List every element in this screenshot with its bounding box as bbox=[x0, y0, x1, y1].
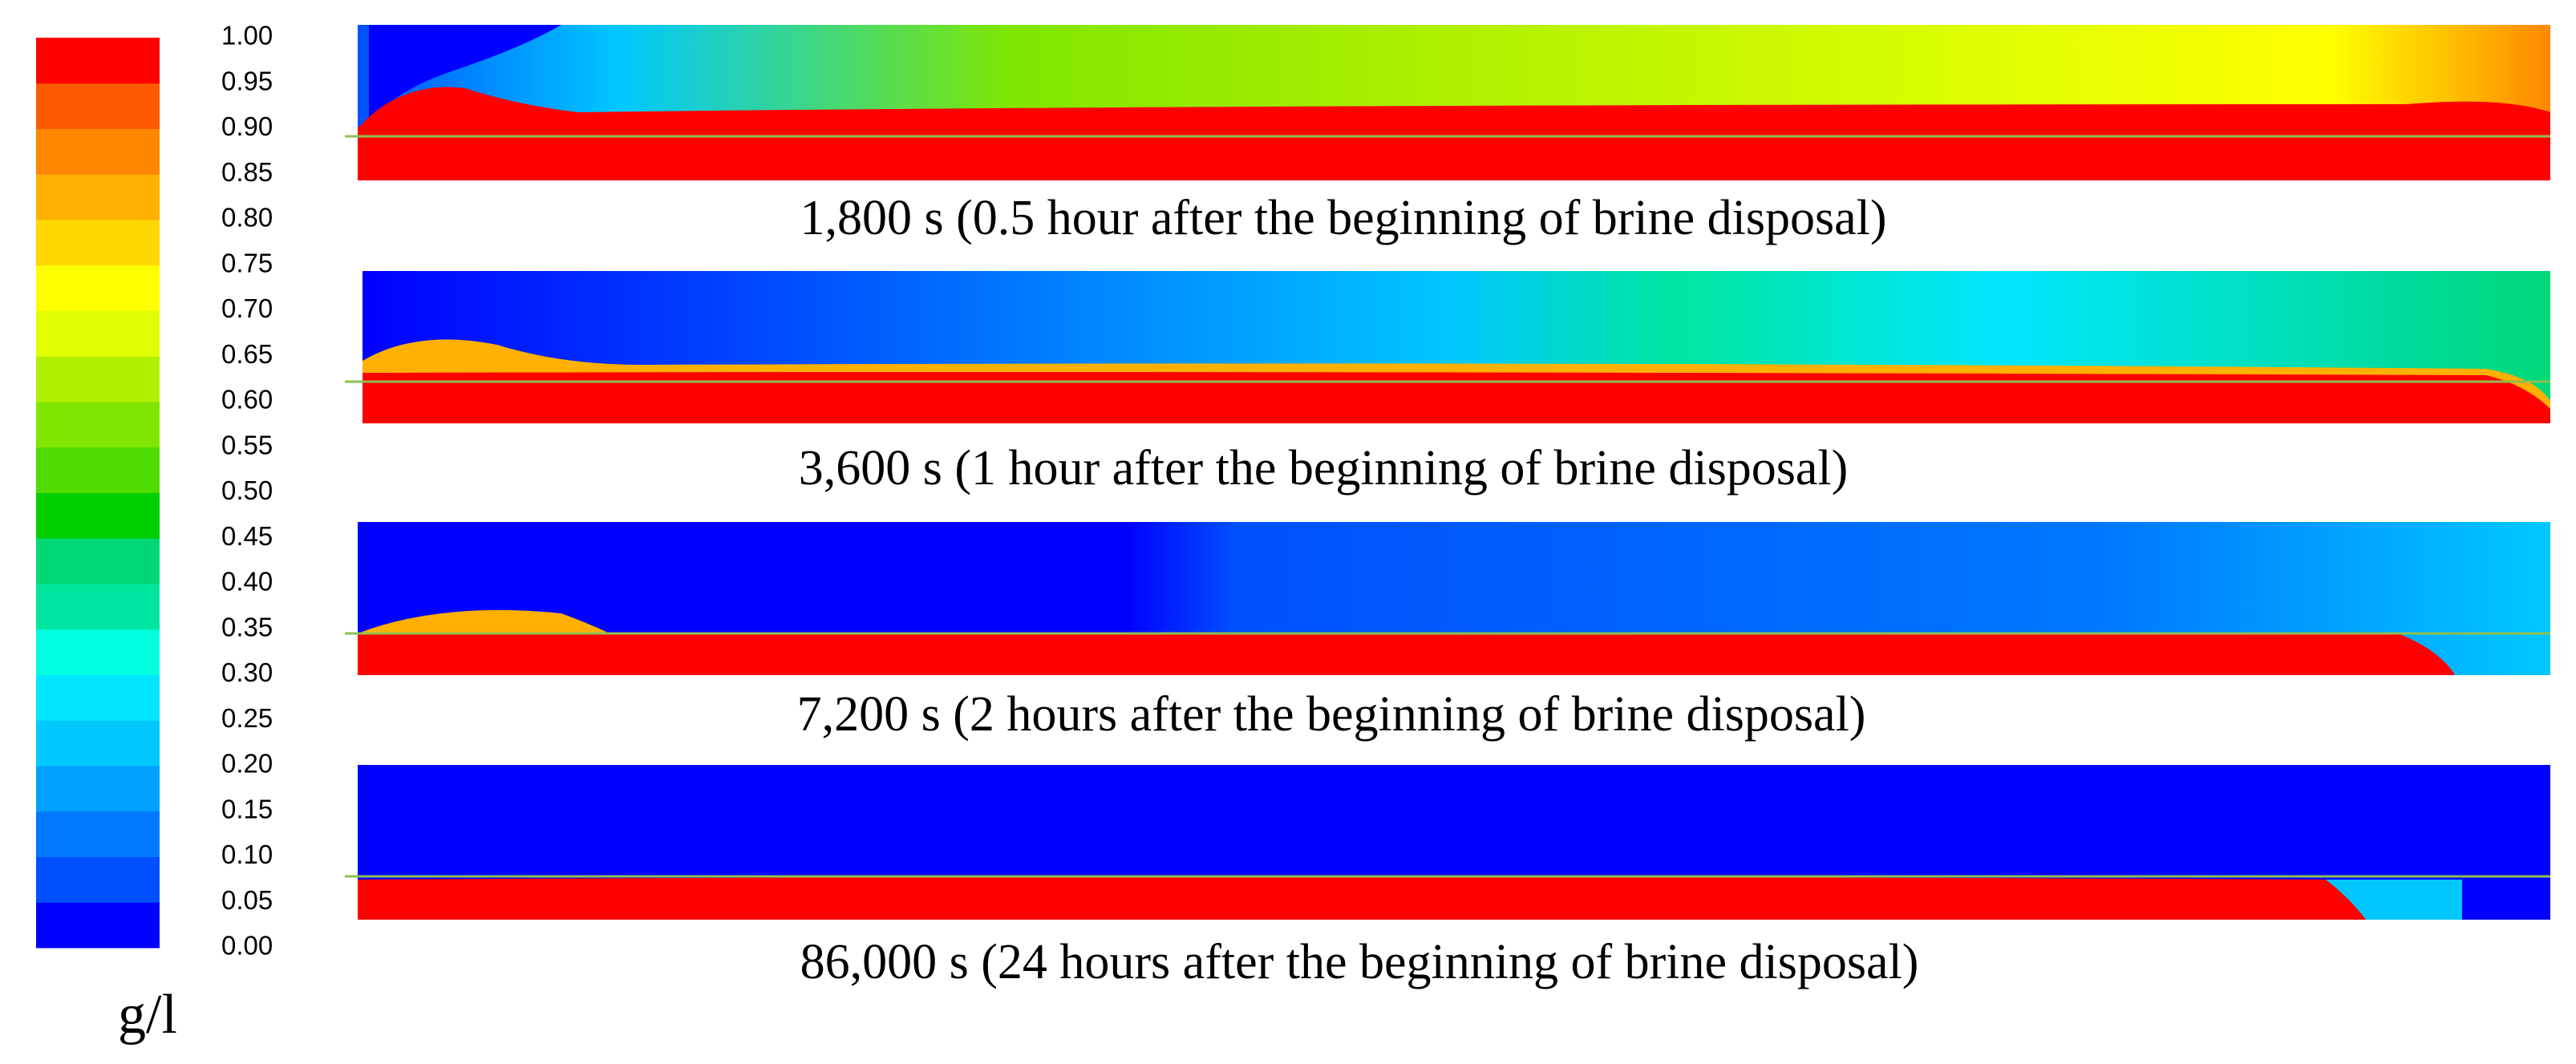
contour-region bbox=[358, 876, 2366, 920]
colorbar-band bbox=[36, 356, 160, 403]
colorbar: 0.00 0.05 0.10 0.15 0.20 0.25 0.30 0.35 0.40 0.45… bbox=[36, 21, 273, 961]
colorbar-tick-label: 0.00 bbox=[221, 931, 273, 961]
colorbar-band bbox=[36, 83, 160, 129]
contour-region bbox=[358, 87, 2550, 180]
colorbar-tick-label: 0.50 bbox=[221, 475, 273, 505]
colorbar-band bbox=[36, 265, 160, 311]
colorbar-band bbox=[36, 856, 160, 903]
colorbar-tick-label: 0.05 bbox=[221, 885, 273, 915]
panel-caption: 7,200 s (2 hours after the beginning of … bbox=[797, 687, 1866, 742]
colorbar-unit: g/l bbox=[118, 984, 177, 1046]
colorbar-tick-label: 0.10 bbox=[221, 839, 273, 869]
colorbar-band bbox=[36, 629, 160, 675]
colorbar-tick-label: 0.75 bbox=[221, 248, 273, 277]
colorbar-tick-label: 0.60 bbox=[221, 385, 273, 415]
contour-panel bbox=[345, 271, 2550, 423]
colorbar-band bbox=[36, 220, 160, 266]
colorbar-tick-label: 0.35 bbox=[221, 612, 273, 641]
colorbar-band bbox=[36, 720, 160, 767]
contour-region bbox=[358, 609, 610, 633]
colorbar-tick-label: 0.15 bbox=[221, 794, 273, 823]
colorbar-band bbox=[36, 538, 160, 585]
contour-region bbox=[363, 372, 2550, 423]
contour-panel bbox=[345, 25, 2550, 180]
colorbar-tick-label: 0.40 bbox=[221, 567, 273, 597]
colorbar-band bbox=[36, 38, 160, 84]
colorbar-band bbox=[36, 128, 160, 175]
contour-region bbox=[358, 25, 561, 120]
colorbar-tick-label: 0.20 bbox=[221, 749, 273, 779]
panel-caption: 3,600 s (1 hour after the beginning of b… bbox=[799, 441, 1849, 496]
colorbar-tick-label: 0.70 bbox=[221, 293, 273, 323]
colorbar-band bbox=[36, 674, 160, 721]
colorbar-band bbox=[36, 447, 160, 493]
colorbar-tick-label: 0.85 bbox=[221, 157, 273, 187]
contour-panel bbox=[345, 765, 2550, 920]
colorbar-tick-label: 0.80 bbox=[221, 203, 273, 233]
colorbar-tick-label: 0.30 bbox=[221, 657, 273, 687]
colorbar-tick-label: 0.45 bbox=[221, 521, 273, 551]
panel-caption: 1,800 s (0.5 hour after the beginning of… bbox=[800, 191, 1886, 245]
colorbar-tick-label: 0.55 bbox=[221, 430, 273, 459]
colorbar-band bbox=[36, 310, 160, 357]
colorbar-band bbox=[36, 766, 160, 812]
contour-region bbox=[358, 633, 2454, 675]
colorbar-tick-label: 1.00 bbox=[221, 21, 273, 51]
colorbar-band bbox=[36, 902, 160, 949]
colorbar-tick-label: 0.65 bbox=[221, 339, 273, 369]
colorbar-band bbox=[36, 811, 160, 857]
panel-caption: 86,000 s (24 hours after the beginning o… bbox=[800, 935, 1919, 989]
contour-panel bbox=[345, 522, 2550, 675]
colorbar-band bbox=[36, 492, 160, 539]
colorbar-band bbox=[36, 174, 160, 220]
colorbar-band bbox=[36, 584, 160, 630]
colorbar-tick-label: 0.90 bbox=[221, 111, 273, 141]
colorbar-band bbox=[36, 402, 160, 448]
colorbar-tick-label: 0.25 bbox=[221, 703, 273, 733]
colorbar-tick-label: 0.95 bbox=[221, 66, 273, 95]
